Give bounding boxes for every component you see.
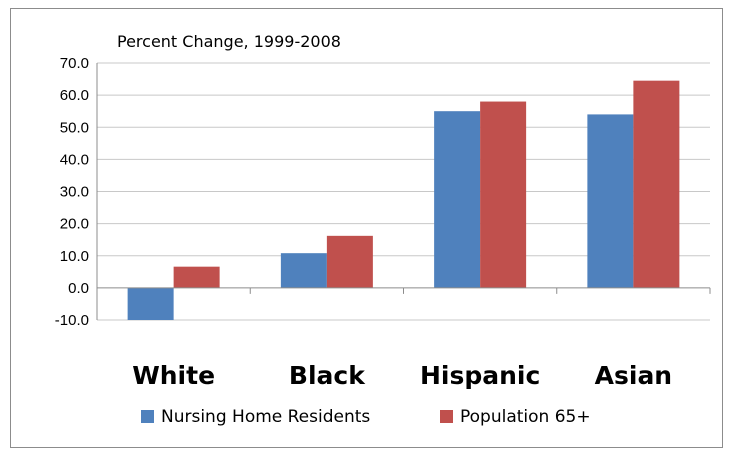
legend: Nursing Home Residents Population 65+ [141,407,591,427]
legend-swatch-series-2 [440,410,453,423]
bar-asian-series-2 [633,80,680,288]
bar-white-series-2 [173,266,220,288]
bar-asian-series-1 [587,114,634,288]
y-axis-ticks: -10.0 0.0 10.0 20.0 30.0 40.0 50.0 60.0 70.0 [55,55,98,329]
y-tick-label: 60.0 [60,87,89,104]
bar-black-series-2 [326,235,373,288]
bar-hispanic-series-1 [434,111,481,288]
x-axis [97,287,711,294]
bars [127,80,680,320]
y-tick-label: 30.0 [60,184,89,201]
y-tick-label: 70.0 [60,55,89,72]
y-tick-label: 20.0 [60,216,89,233]
chart-title: Percent Change, 1999-2008 [117,32,341,51]
y-tick-label: -10.0 [55,312,89,329]
category-label: Asian [595,361,672,390]
legend-label-series-1: Nursing Home Residents [161,407,370,427]
bar-black-series-1 [280,253,327,288]
legend-label-series-2: Population 65+ [460,407,591,427]
y-tick-label: 10.0 [60,248,89,265]
y-tick-label: 40.0 [60,151,89,168]
category-label: Hispanic [420,361,540,390]
category-label: White [132,361,215,390]
bar-hispanic-series-2 [480,101,527,288]
category-labels: White Black Hispanic Asian [132,361,672,390]
category-label: Black [289,361,366,390]
y-tick-label: 0.0 [68,280,89,297]
bar-white-series-1 [127,287,174,320]
legend-swatch-series-1 [141,410,154,423]
y-tick-label: 50.0 [60,119,89,136]
